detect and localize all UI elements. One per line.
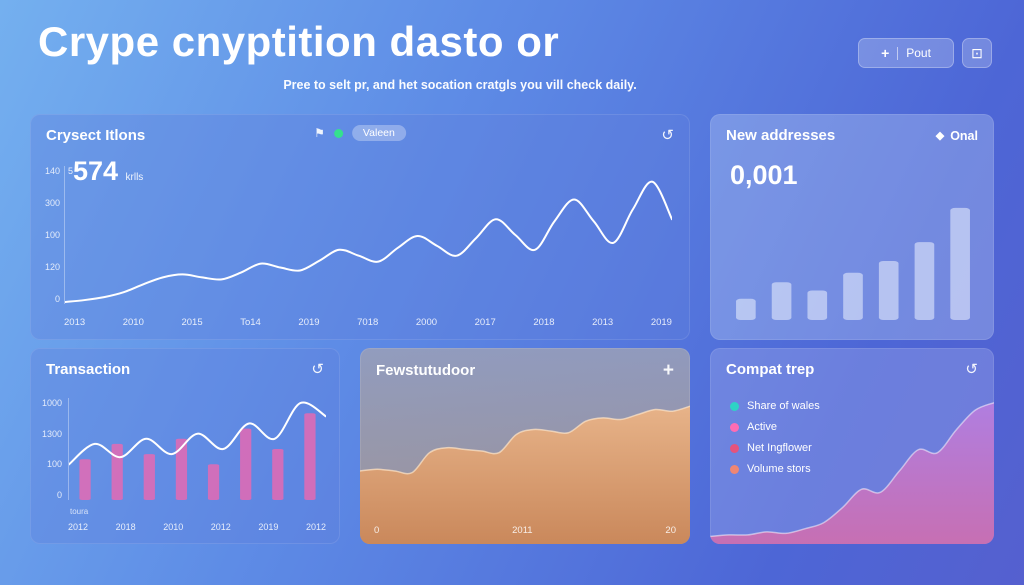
new-addresses-bar-chart (728, 202, 978, 320)
add-report-button[interactable]: + Pout (858, 38, 954, 68)
legend-item: Volume stors (730, 463, 820, 475)
add-button[interactable]: + (662, 360, 674, 381)
compat-legend: Share of wales Active Net Ingflower Volu… (730, 400, 820, 475)
page-title: Crype cnyptition dasto or (38, 18, 560, 65)
legend-item: Active (730, 421, 820, 433)
panel-crysect-title: Crysect Itlons (46, 127, 146, 144)
combo-chart-svg (69, 398, 326, 500)
crysect-x-axis: 2013 2010 2015 To14 2019 7018 2000 2017 … (64, 317, 672, 328)
x-tick: To14 (240, 317, 261, 328)
grid-icon: ⊡ (971, 44, 983, 61)
x-tick: 2011 (512, 525, 533, 536)
panel-new-addresses: New addresses ◆ Onal 0,001 (710, 114, 994, 340)
grid-view-button[interactable]: ⊡ (962, 38, 992, 68)
x-tick: 2012 (68, 522, 89, 532)
panel-crysect: Crysect Itlons ↺ ⚑ Valeen 5574 krlls 140… (30, 114, 690, 340)
legend-dot-icon (730, 464, 739, 474)
x-tick: 7018 (357, 317, 379, 328)
valeen-badge[interactable]: Valeen (351, 125, 406, 141)
fewstutudoor-area-chart (360, 378, 690, 544)
add-report-label: Pout (906, 46, 931, 60)
panel-compat-title: Compat trep (726, 361, 815, 378)
panel-fewstutudoor-title: Fewstutudoor (376, 362, 476, 379)
plus-icon: + (881, 45, 890, 61)
diamond-icon: ◆ (935, 130, 945, 142)
legend-label: Net Ingflower (747, 442, 812, 454)
page-subtitle: Pree to selt pr, and het socation cratgl… (283, 78, 637, 92)
crysect-big-number: 5574 krlls (68, 156, 143, 187)
status-dot-icon (333, 128, 343, 138)
x-tick: 2018 (115, 522, 136, 532)
refresh-button[interactable]: ↺ (965, 361, 978, 378)
transaction-combo-chart (68, 398, 326, 500)
bar-chart-svg (736, 207, 970, 320)
transaction-footnote: toura (70, 507, 89, 516)
x-tick: 2013 (592, 317, 614, 328)
legend-item: Net Ingflower (730, 442, 820, 454)
y-tick: 140 (44, 166, 60, 176)
big-number-unit: krlls (125, 172, 144, 183)
y-tick: 1000 (41, 398, 62, 408)
x-tick: 2010 (163, 522, 184, 532)
onal-label: Onal (950, 128, 978, 143)
refresh-button[interactable]: ↺ (311, 361, 324, 378)
y-tick: 0 (54, 294, 60, 304)
transaction-x-axis: 2012 2018 2010 2012 2019 2012 (68, 522, 326, 532)
big-number-sup: 5 (68, 165, 74, 176)
x-tick: 2019 (298, 317, 320, 328)
panel-transaction-title: Transaction (46, 361, 131, 378)
crysect-filter-group: ⚑ Valeen (314, 125, 406, 141)
x-tick: 2015 (181, 317, 203, 328)
y-tick: 100 (44, 230, 60, 240)
button-divider (897, 46, 899, 60)
legend-label: Volume stors (747, 463, 811, 475)
panel-fewstutudoor: Fewstutudoor + 0 2011 20 (360, 348, 690, 544)
x-tick: 2019 (650, 317, 672, 328)
panel-compat: Compat trep ↺ Share of wales Active Net … (710, 348, 994, 544)
x-tick: 2018 (533, 317, 555, 328)
y-tick: 100 (46, 459, 62, 470)
x-tick: 2010 (122, 317, 144, 328)
x-tick: 2012 (305, 522, 326, 532)
x-tick: 2000 (415, 317, 438, 328)
flag-icon: ⚑ (314, 126, 325, 140)
line-chart-svg (65, 166, 672, 304)
onal-control[interactable]: ◆ Onal (936, 129, 978, 143)
legend-label: Active (747, 421, 777, 433)
big-number-value: 0,001 (730, 160, 798, 190)
big-number-value: 574 (73, 156, 119, 186)
x-tick: 2013 (64, 317, 86, 328)
refresh-button[interactable]: ↺ (661, 127, 674, 144)
y-tick: 1300 (41, 428, 62, 439)
panel-new-addresses-title: New addresses (726, 127, 836, 144)
crysect-line-chart (64, 166, 672, 304)
crysect-y-axis: 140 300 100 120 0 (36, 166, 60, 304)
x-tick: 2017 (474, 317, 496, 328)
y-tick: 0 (56, 489, 62, 500)
compat-area-chart (710, 392, 994, 544)
legend-dot-icon (730, 401, 739, 411)
transaction-y-axis: 1000 1300 100 0 (36, 398, 62, 500)
area-chart-svg (360, 378, 690, 544)
x-tick: 20 (665, 525, 676, 536)
x-tick: 2012 (210, 522, 231, 532)
legend-item: Share of wales (730, 400, 820, 412)
new-addresses-big-number: 0,001 (730, 160, 798, 191)
y-tick: 300 (44, 198, 60, 208)
x-tick: 0 (374, 525, 380, 536)
legend-dot-icon (730, 422, 739, 432)
fewstutudoor-x-axis: 0 2011 20 (374, 525, 676, 536)
area-chart-svg (710, 392, 994, 544)
legend-dot-icon (730, 443, 739, 453)
legend-label: Share of wales (747, 400, 820, 412)
x-tick: 2019 (258, 522, 279, 532)
panel-transaction: Transaction ↺ 1000 1300 100 0 toura 2012… (30, 348, 340, 544)
y-tick: 120 (44, 262, 60, 272)
